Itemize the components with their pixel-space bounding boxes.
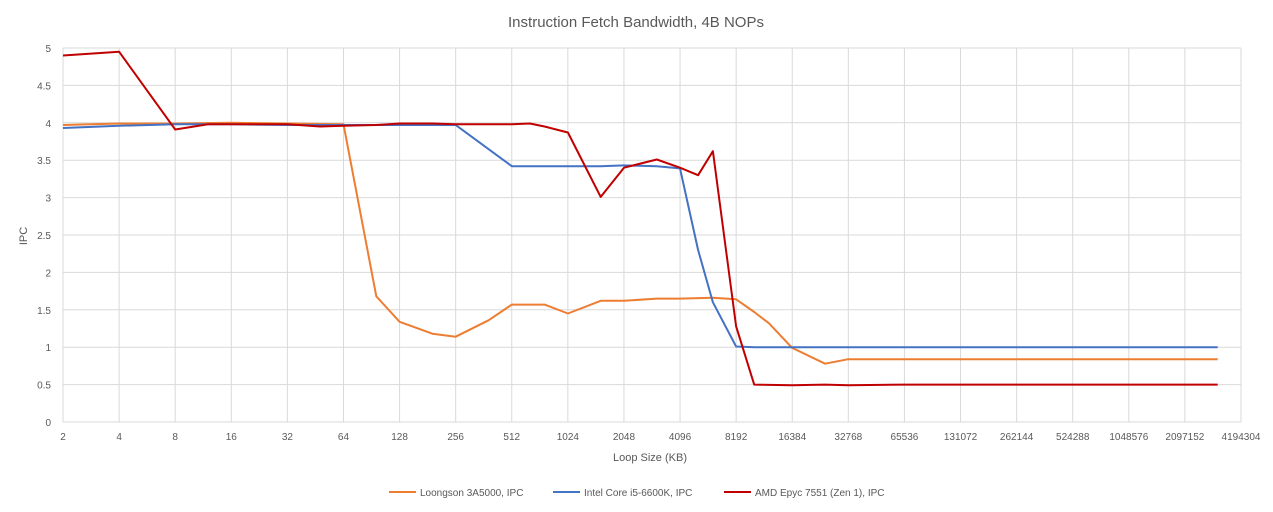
x-tick-label: 2097152 — [1165, 432, 1204, 443]
x-tick-label: 4096 — [669, 432, 692, 443]
series-line — [62, 50, 1218, 387]
legend-label: Intel Core i5-6600K, IPC — [584, 488, 692, 499]
legend-label: AMD Epyc 7551 (Zen 1), IPC — [755, 488, 885, 499]
chart-title: Instruction Fetch Bandwidth, 4B NOPs — [508, 14, 764, 31]
y-tick-label: 3.5 — [37, 156, 51, 167]
y-tick-label: 0 — [45, 418, 51, 429]
series-lines — [62, 50, 1218, 387]
x-tick-label: 1024 — [557, 432, 580, 443]
y-tick-label: 4.5 — [37, 81, 51, 92]
x-tick-label: 131072 — [944, 432, 978, 443]
x-tick-label: 128 — [391, 432, 408, 443]
y-axis-label: IPC — [18, 227, 30, 245]
x-tick-label: 8 — [172, 432, 178, 443]
x-tick-label: 256 — [447, 432, 464, 443]
series-line — [62, 123, 1218, 349]
x-tick-label: 4 — [116, 432, 122, 443]
y-tick-label: 5 — [45, 44, 51, 55]
y-tick-label: 2.5 — [37, 231, 51, 242]
y-tick-labels: 0 0.5 1 1.5 2 2.5 3 3.5 4 4.5 5 — [37, 44, 51, 429]
legend-label: Loongson 3A5000, IPC — [420, 488, 523, 499]
y-tick-label: 3 — [45, 194, 51, 205]
x-tick-label: 32768 — [834, 432, 862, 443]
y-tick-label: 4 — [45, 119, 51, 130]
x-tick-label: 8192 — [725, 432, 748, 443]
series-line — [62, 121, 1218, 365]
x-tick-label: 65536 — [891, 432, 919, 443]
x-tick-label: 2 — [60, 432, 66, 443]
x-tick-label: 32 — [282, 432, 294, 443]
x-tick-label: 16384 — [778, 432, 806, 443]
x-tick-label: 524288 — [1056, 432, 1090, 443]
x-tick-label: 1048576 — [1109, 432, 1148, 443]
x-tick-label: 262144 — [1000, 432, 1034, 443]
y-tick-label: 0.5 — [37, 381, 51, 392]
x-tick-label: 2048 — [613, 432, 636, 443]
y-tick-label: 2 — [45, 268, 51, 279]
x-tick-label: 16 — [226, 432, 238, 443]
y-tick-label: 1 — [45, 343, 51, 354]
x-tick-label: 512 — [503, 432, 520, 443]
x-tick-label: 4194304 — [1222, 432, 1261, 443]
x-tick-label: 64 — [338, 432, 350, 443]
legend: Loongson 3A5000, IPC Intel Core i5-6600K,… — [389, 488, 885, 499]
x-axis-label: Loop Size (KB) — [613, 452, 687, 464]
y-tick-label: 1.5 — [37, 306, 51, 317]
x-tick-labels: 2 4 8 16 32 64 128 256 512 1024 2048 4096 8192 16384 3… — [60, 432, 1261, 443]
